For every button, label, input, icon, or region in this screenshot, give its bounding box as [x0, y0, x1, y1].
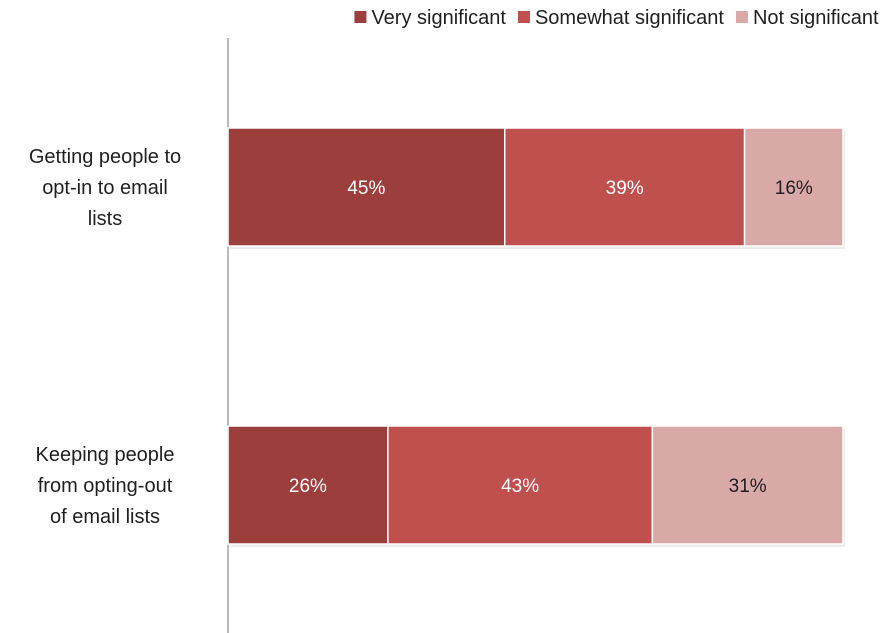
bar-segment	[227, 425, 389, 545]
legend-label: Not significant	[753, 7, 879, 29]
category-label-line: lists	[88, 208, 122, 230]
chart-legend: Very significant Somewhat significant Not …	[354, 7, 879, 29]
bars-group: 45% 39% 16% 26% 43% 31%	[227, 127, 845, 547]
bar-segment	[387, 425, 654, 545]
legend-swatch	[517, 11, 530, 23]
data-label: 31%	[729, 476, 767, 497]
bar-segment	[651, 425, 844, 545]
data-label: 26%	[289, 476, 327, 497]
data-label: 16%	[775, 178, 813, 199]
category-label: Keeping people from opting-out of email li…	[35, 444, 174, 528]
legend-swatch	[354, 11, 367, 23]
data-label: 39%	[606, 178, 644, 199]
bar-segment	[227, 127, 506, 247]
category-labels: Getting people to opt-in to email lists Kee…	[29, 146, 181, 528]
data-label: 45%	[347, 178, 385, 199]
category-label: Getting people to opt-in to email lists	[29, 146, 181, 230]
legend-label: Very significant	[371, 7, 506, 29]
category-label-line: Keeping people	[35, 444, 174, 466]
legend-label: Somewhat significant	[535, 7, 724, 29]
bar-segment	[743, 127, 844, 247]
legend-swatch	[735, 11, 748, 23]
category-label-line: opt-in to email	[42, 177, 168, 199]
data-label: 43%	[501, 476, 539, 497]
category-label-line: Getting people to	[29, 146, 181, 168]
category-label-line: of email lists	[50, 506, 160, 528]
bar-segment	[504, 127, 746, 247]
category-label-line: from opting-out	[38, 475, 173, 497]
